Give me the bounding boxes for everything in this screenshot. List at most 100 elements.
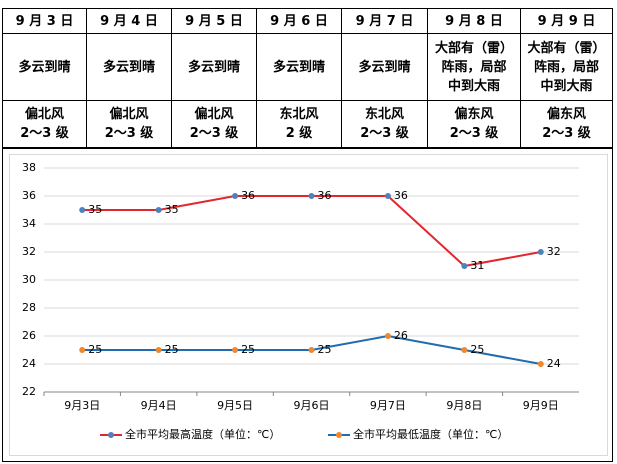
legend-marker xyxy=(108,432,114,438)
table-cell: 偏北风 2～3 级 xyxy=(86,100,172,148)
table-cell: 东北风 2 级 xyxy=(256,100,342,148)
table-cell: 多云到晴 xyxy=(2,33,87,101)
data-label: 25 xyxy=(318,343,332,356)
x-tick-label: 9月3日 xyxy=(64,399,100,412)
y-tick-label: 38 xyxy=(22,161,36,174)
data-label: 25 xyxy=(470,343,484,356)
table-row: 多云到晴 多云到晴 多云到晴 多云到晴 多云到晴 大部有（雷） 阵雨，局部 中到大雨 大部有（雷… xyxy=(2,33,613,101)
marker xyxy=(384,333,391,339)
data-label: 36 xyxy=(241,189,255,202)
cell-line: 阵雨，局部 xyxy=(533,59,599,75)
table-cell: 9 月 9 日 xyxy=(520,8,613,34)
legend-label: 全市平均最低温度（单位：℃） xyxy=(353,427,508,441)
table-cell: 偏北风 2～3 级 xyxy=(171,100,257,148)
data-label: 31 xyxy=(470,259,484,272)
data-label: 24 xyxy=(547,357,561,370)
marker xyxy=(537,361,544,367)
cell-line: 2 级 xyxy=(285,126,313,141)
table-cell: 9 月 6 日 xyxy=(256,8,342,34)
chart-area xyxy=(9,154,608,456)
x-tick-label: 9月6日 xyxy=(294,399,330,412)
cell-line: 大部有（雷） xyxy=(434,40,513,56)
marker xyxy=(155,207,162,213)
table-cell: 9 月 3 日 xyxy=(2,8,87,34)
marker xyxy=(232,347,239,353)
cell-line: 中到大雨 xyxy=(540,78,593,94)
table-cell: 大部有（雷） 阵雨，局部中到大雨 xyxy=(427,33,521,101)
line xyxy=(82,195,541,268)
cell-line: 2～3 级 xyxy=(449,126,499,141)
cell-line: 多云到晴 xyxy=(187,59,240,75)
y-tick-label: 28 xyxy=(22,301,36,314)
cell-line: 阵雨，局部 xyxy=(441,59,507,75)
data-label: 25 xyxy=(165,343,179,356)
table-cell: 多云到晴 xyxy=(256,33,342,101)
table-cell: 大部有（雷） 阵雨，局部中到大雨 xyxy=(520,33,613,101)
y-tick-label: 36 xyxy=(22,189,36,202)
cell-line: 多云到晴 xyxy=(18,59,71,75)
cell-line: 2～3 级 xyxy=(189,126,239,141)
cell-line: 2～3 级 xyxy=(104,126,154,141)
cell-line: 多云到晴 xyxy=(102,59,155,75)
x-tick-label: 9月9日 xyxy=(523,399,559,412)
cell-line: 2～3 级 xyxy=(20,126,69,141)
data-label: 25 xyxy=(241,343,255,356)
cell-line: 东北风 xyxy=(364,107,404,122)
legend-marker xyxy=(336,432,342,438)
marker xyxy=(537,249,544,255)
cell-line: 大部有（雷） xyxy=(527,40,606,56)
cell-line: 偏北风 xyxy=(24,107,64,122)
cell-line: 2～3 级 xyxy=(542,126,591,141)
data-label: 25 xyxy=(88,343,102,356)
cell-line: 偏东风 xyxy=(454,107,494,122)
data-label: 32 xyxy=(547,245,561,258)
marker xyxy=(79,207,86,213)
table-cell: 东北风 2～3 级 xyxy=(341,100,428,148)
table-cell: 多云到晴 xyxy=(86,33,172,101)
marker xyxy=(232,193,239,199)
data-label: 36 xyxy=(394,189,408,202)
data-label: 35 xyxy=(88,203,102,216)
y-tick-label: 24 xyxy=(22,357,36,370)
marker xyxy=(308,347,315,353)
y-tick-label: 22 xyxy=(22,385,36,398)
legend-label: 全市平均最高温度（单位：℃） xyxy=(125,427,280,441)
cell-line: 偏北风 xyxy=(194,107,234,122)
table-cell: 多云到晴 xyxy=(341,33,428,101)
table-cell: 9 月 4 日 xyxy=(86,8,172,34)
table-cell: 多云到晴 xyxy=(171,33,257,101)
marker xyxy=(155,347,162,353)
table-cell: 偏北风 2～3 级 xyxy=(2,100,87,148)
y-tick-label: 30 xyxy=(22,273,36,286)
cell-line: 偏北风 xyxy=(109,107,149,122)
chart-frame xyxy=(2,148,613,462)
cell-line: 东北风 xyxy=(279,107,319,122)
data-label: 35 xyxy=(165,203,179,216)
table-cell: 偏东风 2～3 级 xyxy=(427,100,521,148)
x-tick-label: 9月5日 xyxy=(217,399,253,412)
cell-line: 多云到晴 xyxy=(358,59,411,75)
marker xyxy=(461,263,468,269)
table-row: 偏北风 2～3 级偏北风 2～3 级偏北风 2～3 级东北风 2 级东北风 2～3 级偏东… xyxy=(2,100,613,148)
data-label: 26 xyxy=(394,329,408,342)
data-label: 36 xyxy=(318,189,332,202)
x-tick-label: 9月4日 xyxy=(141,399,177,412)
cell-line: 多云到晴 xyxy=(272,59,325,75)
cell-line: 偏东风 xyxy=(546,107,586,122)
table-cell: 偏东风 2～3 级 xyxy=(520,100,613,148)
y-tick-label: 34 xyxy=(22,217,36,230)
y-tick-label: 32 xyxy=(22,245,36,258)
x-tick-label: 9月8日 xyxy=(446,399,482,412)
cell-line: 中到大雨 xyxy=(447,78,500,94)
cell-line: 2～3 级 xyxy=(360,126,409,141)
marker xyxy=(384,193,391,199)
y-tick-label: 26 xyxy=(22,329,36,342)
marker xyxy=(79,347,86,353)
marker xyxy=(308,193,315,199)
x-tick-label: 9月7日 xyxy=(370,399,406,412)
marker xyxy=(461,347,468,353)
